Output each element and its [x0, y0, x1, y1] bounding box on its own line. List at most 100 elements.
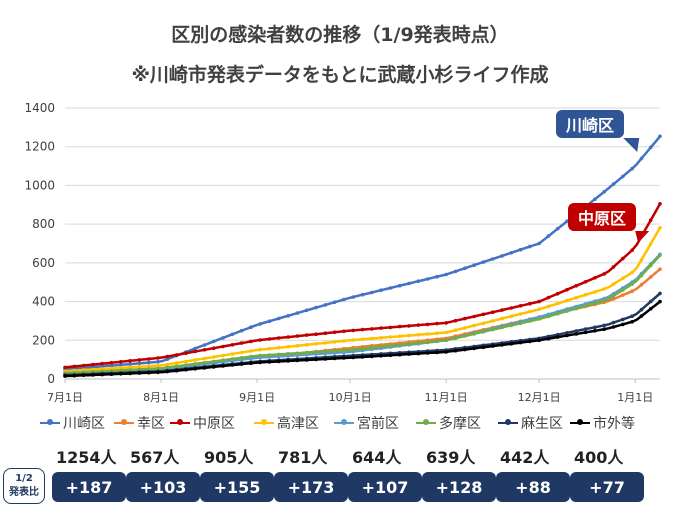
series-point — [611, 294, 616, 298]
series-point — [137, 365, 142, 369]
series-point — [304, 358, 309, 362]
series-point — [165, 369, 170, 374]
series-point — [435, 331, 439, 336]
series-point — [593, 290, 597, 294]
series-point — [137, 358, 142, 362]
series-point — [658, 299, 662, 304]
legend-swatch — [334, 419, 354, 425]
series-point — [379, 345, 383, 349]
series-point — [611, 282, 616, 286]
series-point — [528, 301, 532, 306]
series-point — [109, 363, 114, 368]
series-point — [351, 347, 356, 352]
series-point — [546, 234, 551, 238]
series-point — [91, 373, 95, 377]
series-point — [397, 343, 402, 347]
series-point — [528, 244, 532, 249]
series-point — [621, 174, 625, 179]
series-point — [388, 344, 393, 348]
x-tick-label: 1月1日 — [617, 391, 653, 404]
series-point — [295, 311, 300, 315]
series-point — [323, 341, 328, 345]
series-point — [435, 350, 439, 355]
series-point — [602, 327, 606, 332]
series-point — [370, 346, 374, 350]
series-point — [481, 330, 486, 334]
series-point — [304, 343, 309, 347]
series-point — [407, 342, 411, 346]
series-point — [304, 308, 309, 313]
series-point — [295, 344, 300, 348]
series-point — [583, 330, 588, 335]
total-count: 567人 — [130, 448, 180, 467]
series-point — [249, 354, 253, 359]
series-point — [463, 334, 467, 338]
series-point — [351, 355, 356, 360]
series-point — [156, 360, 160, 364]
series-point — [639, 314, 644, 318]
series-point — [630, 282, 634, 286]
series-point — [565, 333, 569, 338]
y-tick-label: 1400 — [24, 101, 55, 115]
series-point — [546, 295, 551, 300]
series-point — [119, 366, 123, 370]
series-point — [146, 367, 151, 371]
series-point — [370, 354, 374, 359]
series-point — [583, 293, 588, 297]
total-count: 644人 — [352, 448, 402, 467]
callout-kawasaki-tail — [623, 138, 640, 152]
series-point — [128, 359, 132, 363]
series-point — [100, 361, 104, 366]
total-count: 639人 — [426, 448, 476, 467]
series-point — [658, 226, 662, 230]
series-point — [509, 251, 514, 255]
series-point — [277, 352, 281, 357]
series-point — [128, 371, 132, 376]
series-point — [267, 346, 272, 351]
series-point — [249, 361, 253, 366]
series-point — [230, 357, 235, 361]
series-point — [295, 334, 300, 338]
x-tick-label: 11月1日 — [425, 391, 468, 404]
series-point — [193, 358, 197, 362]
series-point — [574, 283, 579, 288]
series-point — [648, 145, 653, 150]
series-point — [323, 331, 328, 336]
series-point — [639, 283, 644, 287]
series-point — [146, 364, 151, 369]
series-point — [630, 320, 634, 324]
series-point — [212, 365, 216, 369]
series-point — [593, 329, 597, 333]
series-point — [193, 349, 197, 354]
series-point — [156, 356, 160, 360]
series-point — [500, 308, 504, 312]
series-point — [91, 362, 95, 367]
series-point — [397, 283, 402, 288]
series-point — [611, 265, 616, 269]
series-point — [230, 363, 235, 367]
series-point — [72, 364, 77, 369]
series-point — [258, 338, 263, 342]
series-point — [639, 156, 644, 161]
series-point — [407, 333, 411, 338]
series-point — [481, 312, 486, 317]
y-tick-label: 400 — [32, 295, 55, 309]
legend-item: 川崎区 — [40, 412, 105, 434]
series-point — [463, 347, 467, 352]
series-point — [128, 362, 132, 366]
series-point — [528, 319, 532, 323]
series-point — [81, 363, 86, 368]
total-count: 442人 — [500, 448, 550, 467]
series-point — [174, 368, 179, 373]
comparison-label-text: 発表比 — [9, 487, 39, 498]
legend-label: 高津区 — [277, 416, 319, 432]
series-point — [230, 332, 235, 337]
series-point — [630, 270, 634, 275]
series-point — [360, 292, 365, 297]
series-point — [360, 355, 365, 359]
series-point — [444, 338, 449, 343]
series-point — [416, 341, 421, 345]
legend-item: 高津区 — [254, 412, 319, 434]
series-point — [453, 328, 458, 333]
series-point — [332, 340, 337, 344]
